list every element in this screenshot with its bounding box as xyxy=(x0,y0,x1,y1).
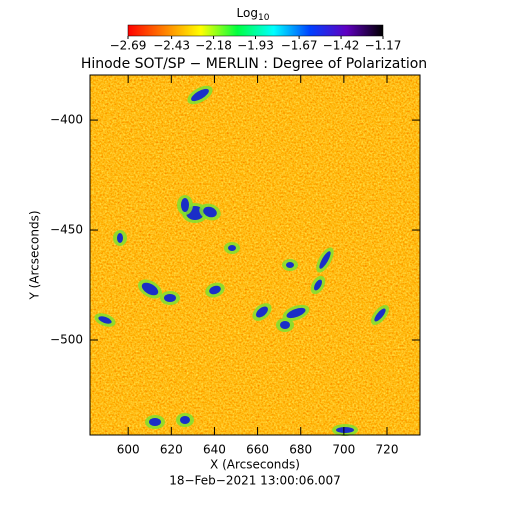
colorbar-tick-label: −2.43 xyxy=(153,39,190,53)
image-field xyxy=(90,75,420,435)
feature-core xyxy=(203,206,217,218)
colorbar-title: Log10 xyxy=(237,6,270,23)
y-tick-label: −450 xyxy=(50,223,83,237)
feature-core xyxy=(149,418,161,426)
plot-frame xyxy=(89,74,421,436)
colorbar-tick-label: −1.67 xyxy=(281,39,318,53)
feature-core xyxy=(209,285,221,295)
feature-core xyxy=(117,233,123,243)
date-label: 18−Feb−2021 13:00:06.007 xyxy=(169,474,341,488)
colorbar-title-main: Log xyxy=(237,6,258,20)
feature-core xyxy=(314,279,322,291)
feature-core xyxy=(181,198,189,212)
feature-core xyxy=(286,307,306,319)
feature-core xyxy=(141,282,159,296)
colorbar xyxy=(127,24,384,37)
image-features xyxy=(94,85,389,436)
y-axis-label: Y (Arcseconds) xyxy=(28,210,42,300)
feature-core xyxy=(286,262,294,268)
x-tick-label: 600 xyxy=(117,443,140,457)
x-tick-label: 680 xyxy=(289,443,312,457)
x-tick-label: 660 xyxy=(246,443,269,457)
x-tick-label: 640 xyxy=(203,443,226,457)
colorbar-tick-label: −2.69 xyxy=(110,39,147,53)
feature-core xyxy=(98,316,112,324)
feature-core xyxy=(228,245,236,251)
feature-core xyxy=(336,427,354,433)
x-tick-label: 700 xyxy=(332,443,355,457)
feature-core xyxy=(256,306,268,318)
feature-core xyxy=(319,251,331,269)
x-tick-label: 620 xyxy=(160,443,183,457)
x-tick-label: 720 xyxy=(376,443,399,457)
colorbar-tick-label: −1.17 xyxy=(365,39,402,53)
feature-core xyxy=(191,88,209,102)
feature-core xyxy=(164,294,176,302)
colorbar-tick-label: −1.93 xyxy=(237,39,274,53)
feature-core xyxy=(280,321,290,329)
y-tick-label: −400 xyxy=(50,113,83,127)
x-axis-label: X (Arcseconds) xyxy=(210,458,300,472)
chart-title: Hinode SOT/SP − MERLIN : Degree of Polar… xyxy=(81,56,427,72)
feature-core xyxy=(374,308,386,322)
y-tick-label: −500 xyxy=(50,332,83,346)
colorbar-tick-label: −2.18 xyxy=(195,39,232,53)
colorbar-title-subscript: 10 xyxy=(258,13,270,23)
colorbar-tick-label: −1.42 xyxy=(323,39,360,53)
feature-core xyxy=(180,416,190,424)
